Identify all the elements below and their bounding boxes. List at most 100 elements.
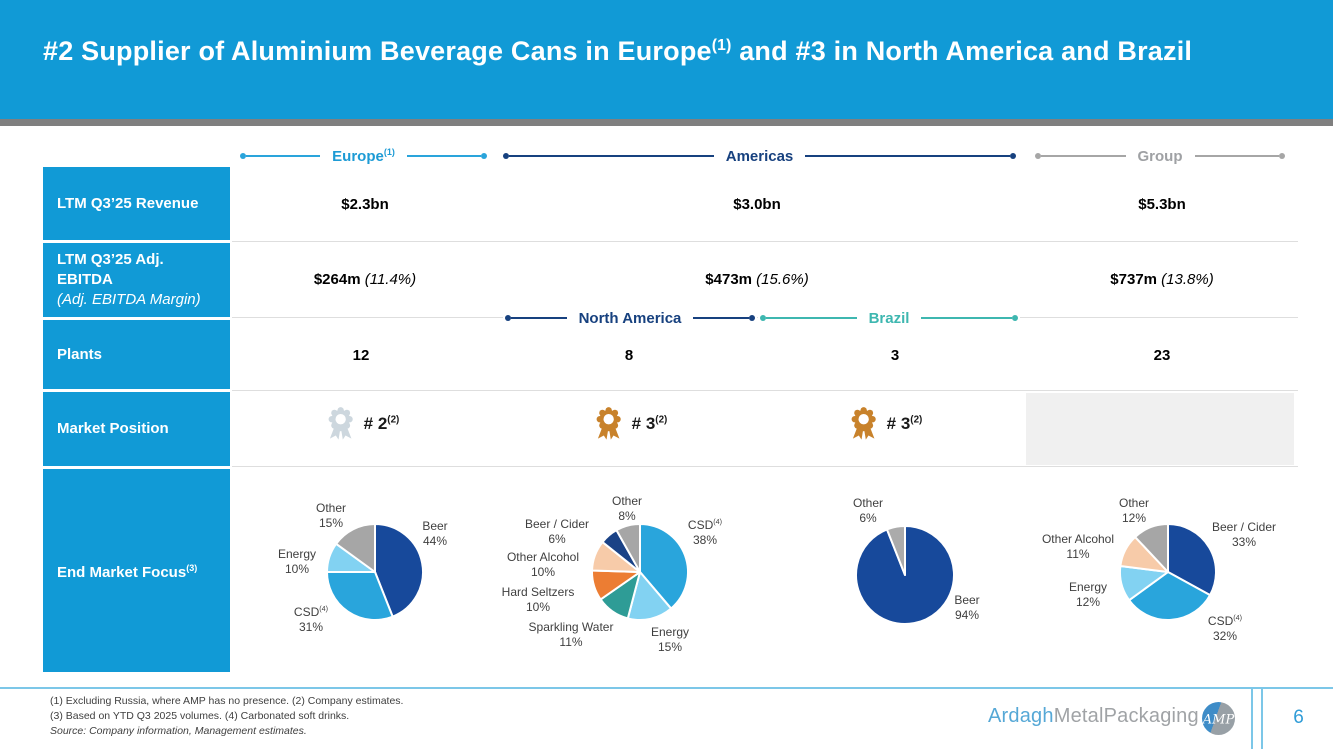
pie-slice-label: Energy 12% bbox=[1068, 580, 1108, 609]
bracket-line bbox=[693, 317, 749, 319]
pie-slice-label: Beer 94% bbox=[954, 593, 980, 622]
plants-value-brazil: 3 bbox=[890, 347, 900, 364]
bracket-dot bbox=[503, 153, 509, 159]
pie-slice-label: Other 12% bbox=[1118, 496, 1150, 525]
market-rank: # 3(2) bbox=[631, 413, 668, 433]
row-label-plants: Plants bbox=[43, 320, 230, 389]
pie-slice-label: CSD(4) 38% bbox=[687, 517, 723, 547]
bracket-north-america: North America bbox=[503, 309, 757, 327]
market-position-group-empty-cell bbox=[1026, 393, 1294, 465]
bracket-dot bbox=[481, 153, 487, 159]
row-label-ebitda: LTM Q3’25 Adj. EBITDA (Adj. EBITDA Margi… bbox=[43, 243, 230, 317]
pie-slice bbox=[335, 523, 376, 573]
bracket-dot bbox=[1035, 153, 1041, 159]
ebitda-value-americas: $473m (15.6%) bbox=[705, 271, 809, 288]
header-divider-bar bbox=[0, 119, 1333, 126]
bracket-line bbox=[511, 317, 567, 319]
bracket-dot bbox=[240, 153, 246, 159]
bracket-brazil: Brazil bbox=[758, 309, 1020, 327]
source-note: Source: Company information, Management … bbox=[50, 725, 307, 737]
bracket-americas-label: Americas bbox=[725, 147, 794, 165]
market-position-europe: # 2(2) bbox=[327, 406, 400, 441]
pie-slice bbox=[615, 523, 641, 573]
pie-svg bbox=[855, 525, 955, 625]
pie-slice-label: CSD(4) 31% bbox=[293, 604, 329, 634]
amp-logo-icon: AMP bbox=[1202, 702, 1235, 740]
bracket-americas: Americas bbox=[503, 147, 1017, 165]
plants-value-north-america: 8 bbox=[624, 347, 634, 364]
pie-slice-label: Energy 15% bbox=[650, 625, 690, 654]
pie-svg bbox=[1119, 523, 1217, 621]
footnotes: (1) Excluding Russia, where AMP has no p… bbox=[50, 694, 403, 739]
pie-slice bbox=[1128, 571, 1212, 621]
footnote-line: (3) Based on YTD Q3 2025 volumes. (4) Ca… bbox=[50, 710, 350, 722]
header-band: #2 Supplier of Aluminium Beverage Cans i… bbox=[0, 0, 1333, 119]
bracket-brazil-label: Brazil bbox=[868, 309, 910, 327]
pie-slice-label: CSD(4) 32% bbox=[1207, 613, 1243, 643]
row-divider bbox=[232, 241, 1298, 242]
bracket-europe: Europe(1) bbox=[240, 147, 487, 165]
plants-value-europe: 12 bbox=[352, 347, 370, 364]
footnote-line: (1) Excluding Russia, where AMP has no p… bbox=[50, 695, 404, 707]
pie-slice-label: Other 15% bbox=[315, 501, 347, 530]
pie-slice-label: Other Alcohol 11% bbox=[1041, 532, 1115, 561]
revenue-value-group: $5.3bn bbox=[1138, 196, 1186, 213]
pie-slice bbox=[1134, 523, 1169, 573]
pie-slice-label: Other 8% bbox=[611, 494, 643, 523]
market-position-north-america: # 3(2) bbox=[595, 406, 668, 441]
ebitda-value-europe: $264m (11.4%) bbox=[313, 271, 417, 288]
page-number: 6 bbox=[1293, 707, 1304, 728]
medal-icon bbox=[851, 407, 876, 440]
bracket-europe-label: Europe(1) bbox=[332, 147, 395, 165]
medal-icon bbox=[596, 407, 621, 440]
market-rank: # 3(2) bbox=[886, 413, 923, 433]
group-pie-chart: Other 12% Beer / Cider 33% Other Alcohol 11… bbox=[1040, 488, 1300, 673]
bracket-line bbox=[246, 155, 321, 157]
pie-slice-label: Beer / Cider 6% bbox=[524, 517, 590, 546]
revenue-value-europe: $2.3bn bbox=[341, 196, 389, 213]
bracket-dot bbox=[749, 315, 755, 321]
pie-svg bbox=[591, 523, 689, 621]
row-label-end-market-focus: End Market Focus(3) bbox=[43, 469, 230, 672]
market-rank: # 2(2) bbox=[363, 413, 400, 433]
row-divider bbox=[232, 390, 1298, 391]
pie-slice bbox=[374, 523, 424, 618]
footer-vertical-divider bbox=[1261, 687, 1263, 749]
bracket-line bbox=[921, 317, 1013, 319]
pie-slice-label: Energy 10% bbox=[277, 547, 317, 576]
north-america-pie-chart: Other 8% CSD(4) 38% Beer / Cider 6% Other A… bbox=[501, 488, 775, 673]
market-position-brazil: # 3(2) bbox=[850, 406, 923, 441]
pie-slice bbox=[326, 571, 394, 621]
pie-slice-label: Hard Seltzers 10% bbox=[501, 585, 575, 614]
row-label-market-position: Market Position bbox=[43, 392, 230, 466]
row-divider bbox=[232, 466, 1298, 467]
bracket-north-america-label: North America bbox=[578, 309, 682, 327]
svg-text:AMP: AMP bbox=[1202, 713, 1234, 728]
title-footnote-ref: (1) bbox=[711, 37, 732, 54]
medal-icon bbox=[328, 407, 353, 440]
plants-value-group: 23 bbox=[1153, 347, 1171, 364]
logo-text-ardagh: Ardagh bbox=[988, 705, 1054, 727]
page-title: #2 Supplier of Aluminium Beverage Cans i… bbox=[43, 28, 1223, 69]
footer-vertical-divider bbox=[1251, 687, 1253, 749]
bracket-group: Group bbox=[1035, 147, 1285, 165]
bracket-dot bbox=[505, 315, 511, 321]
revenue-value-americas: $3.0bn bbox=[733, 196, 781, 213]
pie-slice-label: Other Alcohol 10% bbox=[506, 550, 580, 579]
title-text-rest: and #3 in North America and Brazil bbox=[731, 36, 1193, 66]
company-logo: ArdaghMetalPackaging bbox=[988, 705, 1199, 728]
bracket-dot bbox=[1012, 315, 1019, 321]
logo-text-metal-packaging: MetalPackaging bbox=[1053, 705, 1199, 727]
bracket-dot bbox=[1279, 153, 1285, 159]
brazil-pie-chart: Other 6% Beer 94% bbox=[790, 488, 1030, 673]
bracket-line bbox=[406, 155, 481, 157]
pie-slice bbox=[885, 525, 906, 576]
bracket-dot bbox=[1010, 153, 1017, 159]
row-label-revenue: LTM Q3’25 Revenue bbox=[43, 167, 230, 240]
pie-slice bbox=[1167, 523, 1217, 597]
pie-slice-label: Beer 44% bbox=[422, 519, 448, 548]
pie-slice-label: Sparkling Water 11% bbox=[528, 620, 614, 649]
bracket-line bbox=[509, 155, 714, 157]
pie-slice bbox=[639, 523, 689, 610]
